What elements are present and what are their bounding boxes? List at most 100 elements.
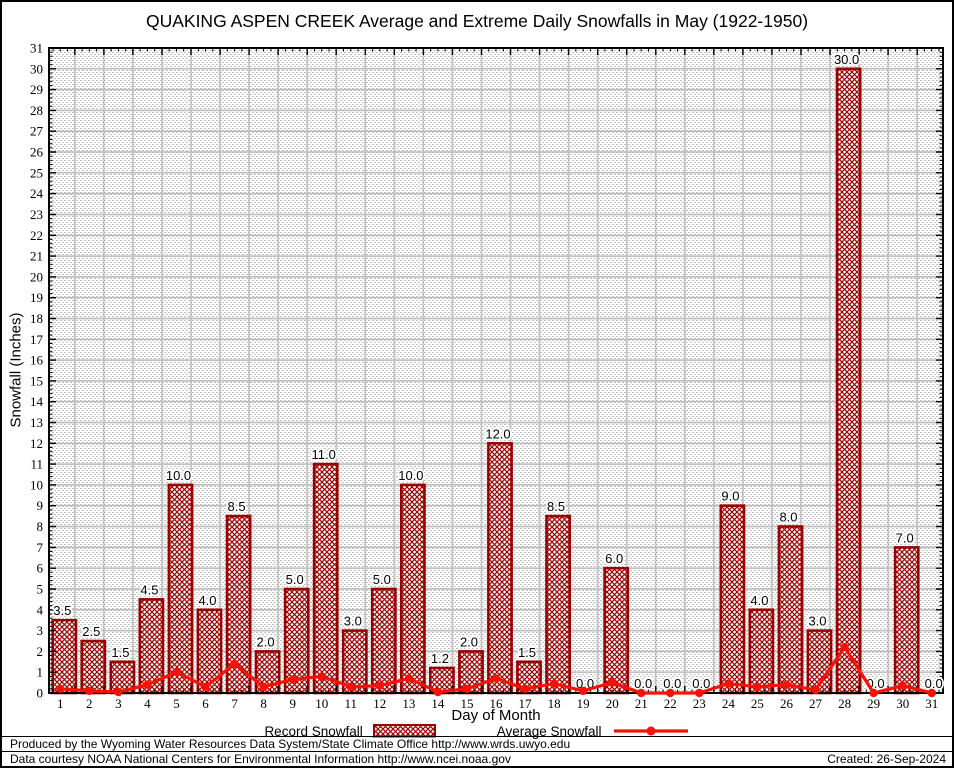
y-tick-label-22: 22	[30, 228, 43, 243]
x-tick-label-17: 17	[519, 696, 533, 711]
x-tick-label-24: 24	[722, 696, 736, 711]
record-bar-day-28	[835, 67, 862, 695]
record-bar-day-2	[80, 639, 107, 695]
record-value-label-day-27: 3.0	[808, 614, 826, 629]
record-value-label-day-23: 0.0	[692, 676, 710, 691]
x-tick-label-13: 13	[402, 696, 415, 711]
x-tick-label-27: 27	[809, 696, 823, 711]
chart-title: QUAKING ASPEN CREEK Average and Extreme …	[145, 11, 809, 31]
average-point-day-26	[782, 680, 791, 689]
y-tick-label-14: 14	[30, 394, 44, 409]
record-value-label-day-2: 2.5	[82, 624, 100, 639]
x-tick-label-15: 15	[461, 696, 474, 711]
y-tick-label-23: 23	[30, 207, 43, 222]
average-point-day-12	[375, 681, 384, 690]
record-value-label-day-12: 5.0	[373, 572, 391, 587]
record-bar-day-25	[748, 608, 775, 695]
x-tick-label-5: 5	[173, 696, 180, 711]
average-point-day-14	[433, 687, 443, 697]
x-tick-label-6: 6	[202, 696, 209, 711]
record-value-label-day-7: 8.5	[228, 499, 246, 514]
x-tick-label-30: 30	[896, 696, 909, 711]
average-point-day-19	[578, 686, 588, 696]
x-tick-label-10: 10	[315, 696, 328, 711]
y-tick-label-17: 17	[30, 332, 44, 347]
generated-plot-elements: 0123456789101112131415161718192021222324…	[30, 41, 944, 712]
x-tick-label-12: 12	[373, 696, 386, 711]
record-value-label-day-24: 9.0	[721, 489, 739, 504]
record-bar-day-10	[312, 462, 339, 695]
y-tick-label-18: 18	[30, 311, 43, 326]
y-tick-label-6: 6	[37, 561, 44, 576]
average-snowfall-swatch-icon	[613, 726, 688, 736]
record-value-label-day-9: 5.0	[286, 572, 304, 587]
x-tick-label-22: 22	[664, 696, 677, 711]
average-point-day-28	[840, 643, 849, 652]
y-tick-label-27: 27	[30, 124, 44, 139]
footer-row-produced: Produced by the Wyoming Water Resources …	[2, 736, 952, 751]
average-point-day-1	[56, 684, 65, 693]
average-point-day-23	[695, 688, 704, 698]
average-point-day-21	[637, 688, 646, 698]
average-point-day-5	[172, 668, 181, 677]
average-point-day-27	[811, 685, 820, 695]
record-value-label-day-26: 8.0	[779, 510, 797, 525]
footer-produced-text: Produced by the Wyoming Water Resources …	[10, 737, 571, 751]
average-point-day-15	[462, 684, 472, 693]
record-value-label-day-8: 2.0	[257, 634, 275, 649]
x-tick-label-1: 1	[57, 696, 64, 711]
y-tick-label-12: 12	[30, 436, 43, 451]
record-bar-day-12	[370, 587, 397, 695]
average-point-day-7	[230, 659, 239, 669]
average-point-day-6	[201, 682, 210, 691]
y-tick-label-19: 19	[30, 290, 43, 305]
record-value-label-day-20: 6.0	[605, 551, 623, 566]
x-tick-label-11: 11	[345, 696, 358, 711]
record-bar-day-24	[719, 504, 746, 695]
y-tick-label-10: 10	[30, 477, 43, 492]
x-axis-title: Day of Month	[451, 707, 541, 724]
y-tick-label-5: 5	[37, 582, 44, 597]
y-tick-label-26: 26	[30, 145, 44, 160]
average-point-day-10	[317, 672, 326, 681]
average-point-day-30	[898, 681, 907, 690]
y-tick-label-0: 0	[37, 686, 44, 701]
record-bar-day-16	[487, 441, 513, 695]
y-tick-label-13: 13	[30, 415, 43, 430]
record-snowfall-bars	[51, 67, 920, 695]
record-value-label-day-18: 8.5	[547, 499, 565, 514]
legend-average-snowfall: Average Snowfall	[497, 724, 690, 739]
record-value-label-day-25: 4.0	[750, 593, 768, 608]
x-tick-label-20: 20	[606, 696, 619, 711]
average-point-day-31	[927, 688, 936, 698]
average-point-day-2	[85, 686, 94, 696]
record-value-label-day-10: 11.0	[312, 447, 336, 462]
y-tick-label-3: 3	[37, 623, 44, 638]
record-bar-day-30	[893, 546, 920, 695]
record-value-label-day-15: 2.0	[460, 634, 478, 649]
y-tick-label-1: 1	[37, 665, 44, 680]
average-point-day-22	[666, 688, 675, 698]
y-tick-label-31: 31	[30, 41, 43, 56]
y-tick-label-21: 21	[30, 249, 43, 264]
average-point-day-8	[259, 682, 268, 691]
record-value-label-day-31: 0.0	[925, 676, 943, 691]
x-tick-label-16: 16	[490, 696, 504, 711]
average-point-day-3	[114, 687, 123, 697]
x-tick-label-9: 9	[289, 696, 296, 711]
record-bar-day-26	[777, 525, 804, 695]
x-tick-label-23: 23	[693, 696, 706, 711]
average-point-day-17	[520, 684, 530, 693]
average-point-day-13	[404, 674, 414, 683]
record-value-label-day-28: 30.0	[834, 52, 859, 67]
record-bar-day-5	[167, 483, 194, 695]
x-tick-label-18: 18	[548, 696, 561, 711]
y-tick-label-7: 7	[37, 540, 44, 555]
x-tick-label-8: 8	[260, 696, 267, 711]
x-tick-label-7: 7	[231, 696, 238, 711]
x-tick-label-3: 3	[115, 696, 122, 711]
x-tick-label-2: 2	[86, 696, 93, 711]
record-value-label-day-16: 12.0	[485, 426, 510, 441]
x-tick-label-29: 29	[867, 696, 880, 711]
